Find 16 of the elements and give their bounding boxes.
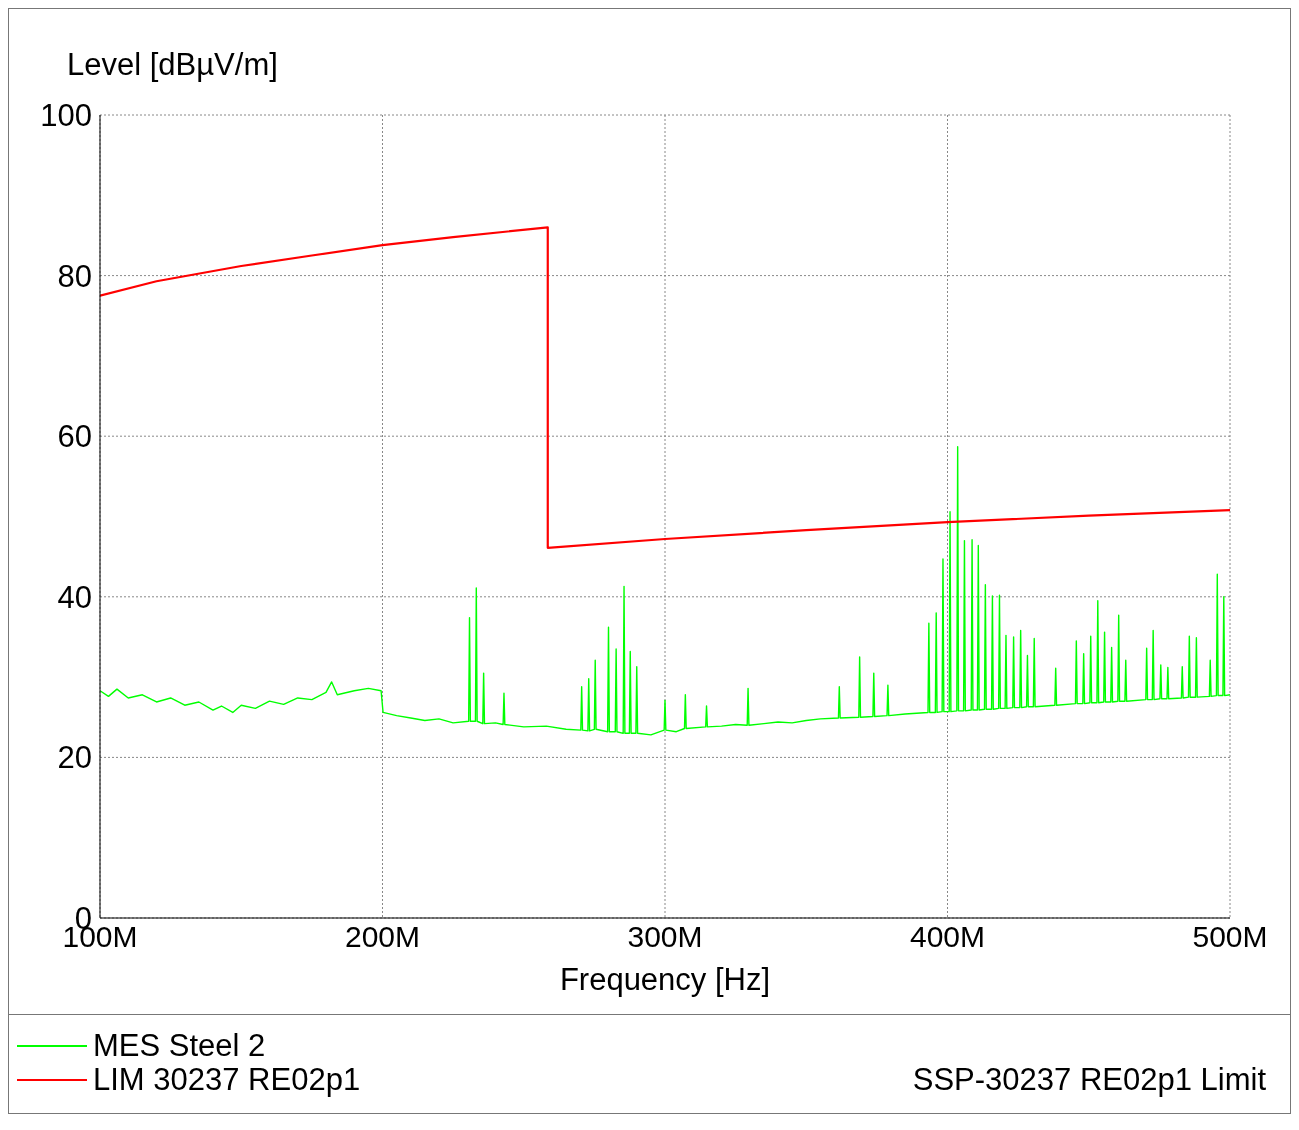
x-tick-label: 200M [344, 920, 421, 954]
y-axis-title: Level [dBµV/m] [67, 47, 278, 83]
x-tick-label: 500M [1192, 920, 1268, 954]
x-tick-label: 300M [627, 920, 703, 954]
legend-label: MES Steel 2 [93, 1028, 266, 1063]
line-series [100, 445, 1230, 736]
y-tick-label: 60 [57, 419, 92, 455]
x-tick-label: 400M [909, 920, 986, 954]
x-axis-title: Frequency [Hz] [559, 962, 771, 997]
y-tick-label: 40 [57, 579, 92, 615]
y-tick-label: 80 [57, 258, 92, 294]
legend-label: LIM 30237 RE02p1 [93, 1062, 361, 1097]
y-tick-label: 100 [40, 98, 92, 134]
line-series [100, 226, 1230, 549]
text: SSP-30237 RE02p1 Limit [912, 1062, 1266, 1097]
y-tick-label: 20 [57, 740, 92, 776]
